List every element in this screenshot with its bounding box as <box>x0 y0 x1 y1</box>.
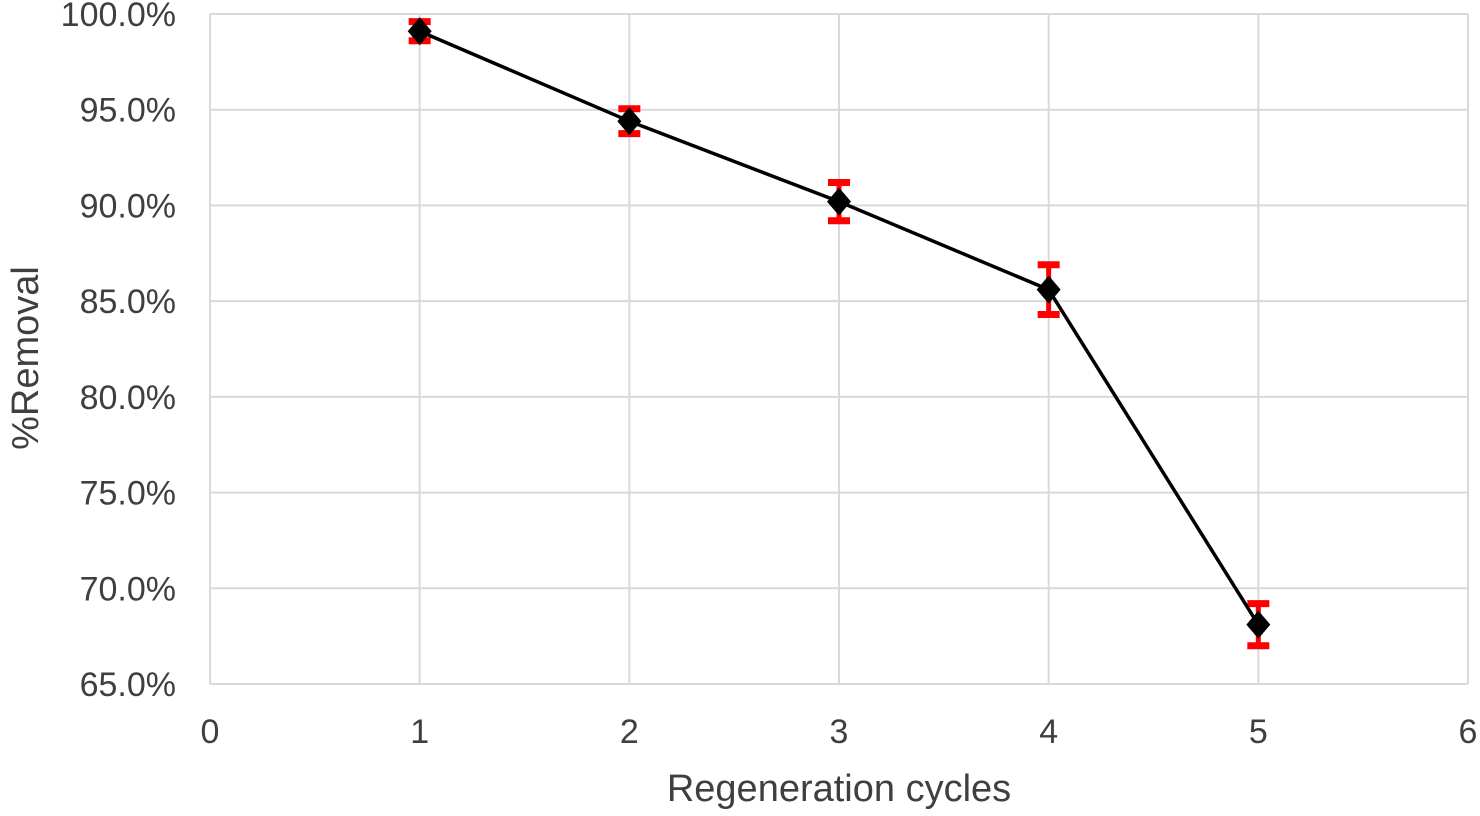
y-tick-label: 90.0% <box>80 187 176 225</box>
data-point-marker <box>407 17 432 46</box>
x-tick-label: 5 <box>1249 713 1268 751</box>
x-tick-label: 6 <box>1459 713 1478 751</box>
y-tick-label: 100.0% <box>61 0 176 34</box>
x-axis-title: Regeneration cycles <box>666 768 1012 810</box>
data-point-marker <box>1036 275 1061 304</box>
y-tick-label: 80.0% <box>80 379 176 417</box>
data-point-marker <box>827 187 851 216</box>
y-tick-label: 95.0% <box>80 92 176 130</box>
x-tick-label: 1 <box>410 713 429 751</box>
x-tick-label: 3 <box>830 713 849 751</box>
y-axis-title: %Removal <box>5 266 47 450</box>
y-tick-label: 85.0% <box>80 283 176 321</box>
x-tick-label: 2 <box>620 713 639 751</box>
y-tick-label: 75.0% <box>80 475 176 513</box>
y-tick-label: 70.0% <box>80 570 176 608</box>
x-tick-label: 0 <box>201 713 220 751</box>
x-tick-label: 4 <box>1039 713 1058 751</box>
y-tick-label: 65.0% <box>80 666 176 704</box>
data-point-marker <box>1246 610 1271 639</box>
data-point-marker <box>617 107 642 136</box>
